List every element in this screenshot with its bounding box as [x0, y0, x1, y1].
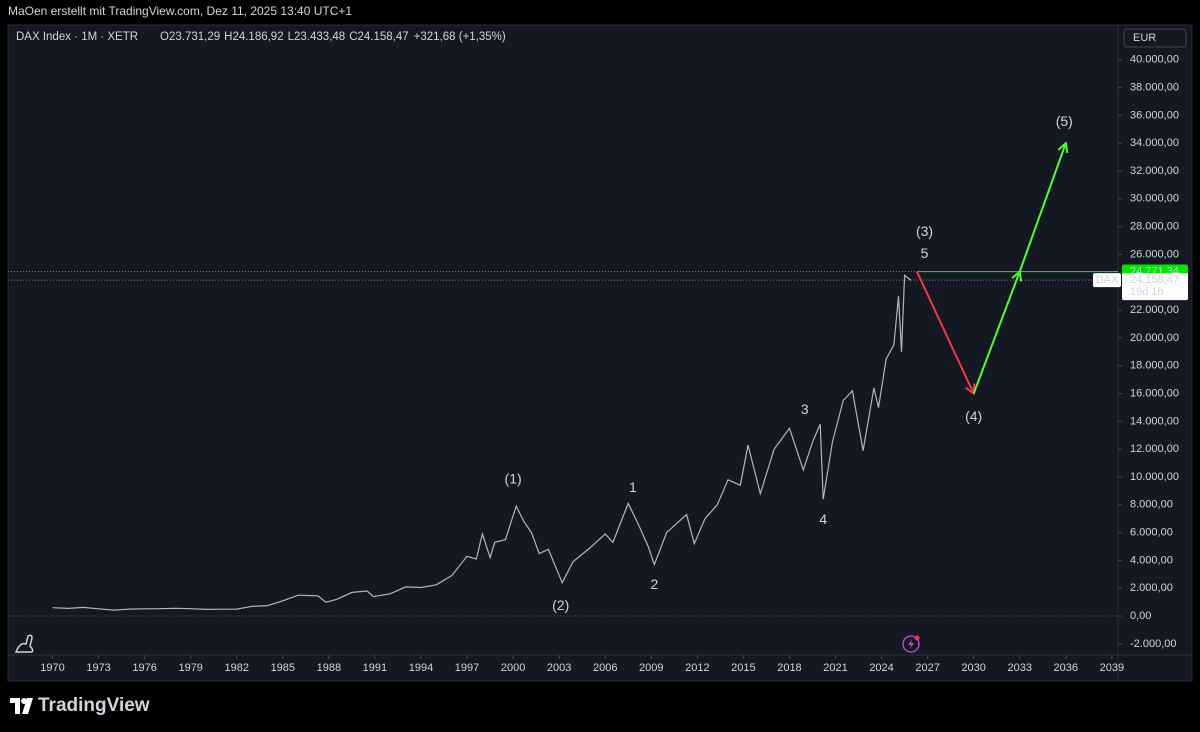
x-tick-label: 1970 [40, 662, 64, 674]
y-tick-label: 20.000,00 [1130, 332, 1179, 344]
price-line-series [52, 274, 912, 611]
ohlc-key: L [288, 31, 295, 43]
x-tick-label: 1979 [178, 662, 202, 674]
y-tick-label: 14.000,00 [1130, 415, 1179, 427]
x-tick-label: 2033 [1008, 662, 1032, 674]
x-tick-label: 1991 [363, 662, 387, 674]
currency: EUR [1133, 32, 1156, 44]
x-tick-label: 2000 [501, 662, 525, 674]
y-tick-label: 38.000,00 [1130, 81, 1179, 93]
wave-label: 2 [650, 576, 658, 592]
chart-panel [7, 24, 1193, 682]
x-tick-label: 2018 [777, 662, 801, 674]
ohlc-key: C [349, 31, 357, 43]
wave-label: (2) [552, 597, 569, 613]
ohlc-value: 23.433,48 [294, 31, 345, 43]
y-tick-label: 16.000,00 [1130, 387, 1179, 399]
y-tick-label: 8.000,00 [1130, 499, 1173, 511]
y-tick-label: 34.000,00 [1130, 137, 1179, 149]
brand-logo [10, 698, 33, 714]
wave-label: (1) [505, 470, 522, 486]
x-tick-label: 2027 [915, 662, 939, 674]
currency-box [1123, 28, 1187, 48]
y-tick-label: 2.000,00 [1130, 582, 1173, 594]
x-tick-label: 2039 [1100, 662, 1124, 674]
y-tick-label: 10.000,00 [1130, 471, 1179, 483]
legend-values: O23.731,29 H24.186,92 L23.433,48 C24.158,47… [160, 31, 506, 43]
y-tick-label: 4.000,00 [1130, 554, 1173, 566]
x-tick-label: 2003 [547, 662, 571, 674]
wave-label: (3) [916, 223, 933, 239]
y-tick-label: 18.000,00 [1130, 360, 1179, 372]
brand: TradingView [38, 695, 150, 716]
wave-label: (4) [965, 408, 982, 424]
y-tick-label: 28.000,00 [1130, 221, 1179, 233]
change: +321,68 (+1,35%) [414, 31, 506, 43]
x-tick-label: 2009 [639, 662, 663, 674]
y-tick-label: 0,00 [1130, 610, 1151, 622]
x-tick-label: 1997 [455, 662, 479, 674]
wave-label: 3 [801, 401, 809, 417]
wave-label: (5) [1056, 113, 1073, 129]
x-tick-label: 2021 [823, 662, 847, 674]
ohlc-value: 24.158,47 [358, 31, 409, 43]
y-tick-label: 30.000,00 [1130, 193, 1179, 205]
x-tick-label: 1973 [86, 662, 110, 674]
x-tick-label: 2015 [731, 662, 755, 674]
countdown: 19d 1h [1130, 286, 1164, 298]
x-tick-label: 1985 [271, 662, 295, 674]
y-tick-label: 32.000,00 [1130, 165, 1179, 177]
wave-label: 1 [629, 479, 637, 495]
x-tick-label: 2024 [869, 662, 893, 674]
y-tick-label: 6.000,00 [1130, 527, 1173, 539]
header: MaOen erstellt mit TradingView.com, Dez … [8, 4, 352, 18]
x-tick-label: 1982 [225, 662, 249, 674]
symbol-box [1093, 273, 1121, 288]
dino-icon [14, 634, 34, 653]
y-tick-label: 12.000,00 [1130, 443, 1179, 455]
ohlc-value: 24.186,92 [232, 31, 283, 43]
price-box-label: 24.158,47 [1130, 274, 1179, 286]
wave-label: 4 [819, 511, 827, 527]
x-tick-label: 2036 [1054, 662, 1078, 674]
arrow-head [1011, 269, 1023, 282]
y-tick-label: 36.000,00 [1130, 109, 1179, 121]
x-tick-label: 2030 [961, 662, 985, 674]
ohlc-value: 23.731,29 [169, 31, 220, 43]
ohlc-key: H [224, 31, 232, 43]
wave-label: 5 [921, 245, 929, 261]
projection [915, 271, 975, 394]
arrow-head [1057, 141, 1069, 154]
y-tick-label: 40.000,00 [1130, 54, 1179, 66]
y-tick-label: 26.000,00 [1130, 248, 1179, 260]
x-tick-label: 2012 [685, 662, 709, 674]
x-tick-label: 1994 [409, 662, 433, 674]
x-tick-label: 1988 [317, 662, 341, 674]
symbol-label: DAX [1096, 274, 1119, 286]
y-tick-label: 22.000,00 [1130, 304, 1179, 316]
x-tick-label: 2006 [593, 662, 617, 674]
price-box [1122, 273, 1188, 301]
y-tick-label: -2.000,00 [1130, 638, 1176, 650]
x-tick-label: 1976 [132, 662, 156, 674]
ohlc-key: O [160, 31, 169, 43]
lightning-icon [902, 635, 920, 653]
legend-title: DAX Index · 1M · XETR [16, 31, 138, 43]
